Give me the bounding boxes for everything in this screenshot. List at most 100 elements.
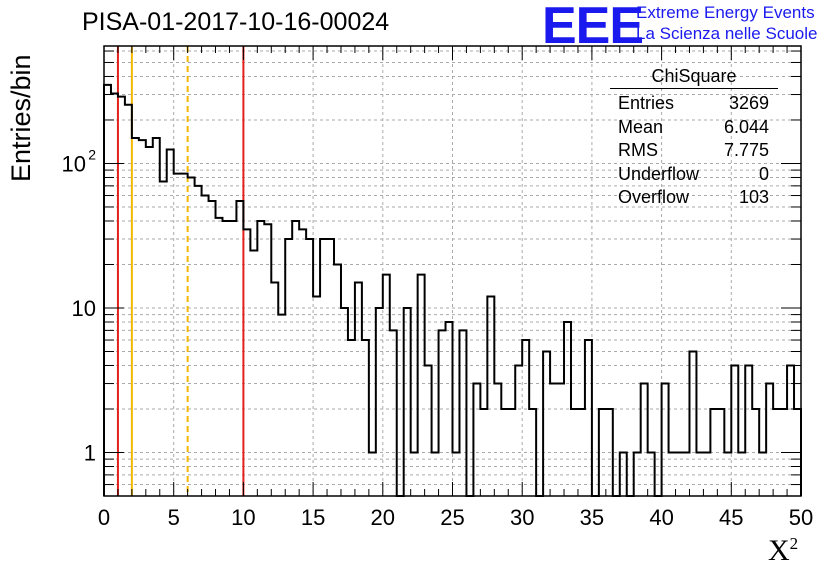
histogram-bin	[376, 308, 383, 496]
histogram-bin	[696, 452, 703, 496]
histogram-bin	[167, 149, 174, 496]
histogram-bin	[188, 177, 195, 496]
histogram-bin	[216, 218, 223, 496]
histogram-bin	[390, 330, 397, 496]
stats-row: Underflow 0	[610, 164, 778, 188]
stats-value: 103	[738, 187, 769, 207]
histogram-bin	[773, 409, 780, 496]
x-tick-label: 0	[98, 505, 110, 530]
histogram-bin	[578, 409, 585, 496]
logo-caption-line1: Extreme Energy Events	[636, 3, 815, 22]
histogram-bin	[362, 340, 369, 496]
stats-value: 7.775	[723, 140, 769, 160]
histogram-bin	[571, 409, 578, 496]
histogram-bin	[320, 239, 327, 496]
stats-label: Underflow	[618, 163, 700, 184]
histogram-bin	[243, 229, 250, 496]
y-tick-label: 10	[62, 151, 86, 176]
histogram-bin	[278, 315, 285, 496]
histogram-bin	[676, 452, 683, 496]
x-tick-label: 10	[231, 505, 255, 530]
histogram-bin	[195, 186, 202, 496]
histogram-bin	[724, 452, 731, 496]
stats-value: 0	[758, 163, 769, 184]
stats-value: 6.044	[723, 116, 769, 137]
histogram-bin	[501, 409, 508, 496]
logo-caption-line2: La Scienza nelle Scuole	[636, 24, 818, 43]
histogram-bin	[564, 322, 571, 496]
histogram-bin	[487, 297, 494, 496]
histogram-bin	[522, 340, 529, 496]
stats-row: Overflow 103	[610, 187, 778, 211]
x-tick-label: 25	[440, 505, 464, 530]
histogram-bin	[731, 365, 738, 496]
histogram-bin	[404, 308, 411, 496]
histogram-bin	[209, 201, 216, 496]
histogram-bin	[550, 384, 557, 496]
histogram-bin	[494, 384, 501, 496]
stats-box: ChiSquare Entries 3269 Mean 6.044 RMS 7.775 Un…	[610, 66, 778, 211]
histogram-bin	[717, 409, 724, 496]
histogram-bin	[752, 409, 759, 496]
x-tick-label: 35	[580, 505, 604, 530]
histogram-bin	[334, 264, 341, 496]
stats-value: 3269	[728, 93, 769, 113]
x-tick-label: 15	[301, 505, 325, 530]
histogram-bin	[689, 351, 696, 496]
histogram-bin	[160, 182, 167, 496]
histogram-bin	[453, 452, 460, 496]
histogram-bin	[202, 196, 209, 496]
histogram-bin	[529, 409, 536, 496]
histogram-bin	[118, 97, 125, 496]
histogram-bin	[250, 250, 257, 496]
histogram-bin	[703, 452, 710, 496]
histogram-bin	[411, 452, 418, 496]
stats-label: Mean	[618, 116, 664, 137]
histogram-bin	[738, 452, 745, 496]
chart-title: PISA-01-2017-10-16-00024	[82, 8, 390, 36]
histogram-bin	[271, 283, 278, 496]
histogram-bin	[585, 340, 592, 496]
histogram-bin	[292, 221, 299, 496]
histogram-bin	[327, 239, 334, 496]
stats-title: ChiSquare	[610, 66, 778, 89]
x-tick-label: 30	[510, 505, 534, 530]
x-tick-label: 45	[719, 505, 743, 530]
histogram-bin	[620, 452, 627, 496]
histogram-outline	[103, 83, 802, 497]
histogram-bin	[341, 308, 348, 496]
histogram-bin	[222, 221, 229, 496]
histogram-bin	[132, 138, 139, 496]
stats-row: Mean 6.044	[610, 117, 778, 141]
histogram-bin	[355, 283, 362, 496]
histogram-bin	[313, 297, 320, 496]
histogram-bin	[348, 340, 355, 496]
histogram-bin	[606, 409, 613, 496]
y-tick-label: 1	[84, 440, 96, 465]
histogram-bin	[369, 452, 376, 496]
histogram-bin	[508, 409, 515, 496]
histogram-bin	[153, 138, 160, 496]
histogram-bin	[229, 221, 236, 496]
histogram-bin	[418, 275, 425, 496]
histogram-bin	[111, 93, 118, 496]
histogram-bin	[174, 174, 181, 496]
histogram-bin	[662, 384, 669, 496]
histogram-bin	[459, 330, 466, 496]
histogram-bin	[181, 174, 188, 496]
histogram-layer	[103, 83, 802, 497]
histogram-bin	[515, 365, 522, 496]
histogram-bin	[425, 365, 432, 496]
histogram-bin	[683, 452, 690, 496]
histogram-bin	[264, 224, 271, 496]
x-tick-label: 20	[371, 505, 395, 530]
y-tick-exponent: 2	[88, 146, 96, 162]
histogram-bin	[787, 365, 794, 496]
histogram-bin	[146, 147, 153, 496]
histogram-bin	[257, 221, 264, 496]
histogram-bin	[557, 384, 564, 496]
histogram-bin	[104, 85, 111, 496]
histogram-bin	[432, 452, 439, 496]
